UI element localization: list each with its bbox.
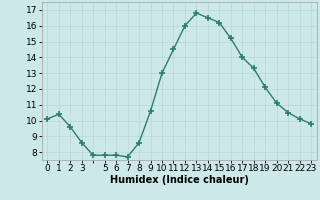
- X-axis label: Humidex (Indice chaleur): Humidex (Indice chaleur): [110, 175, 249, 185]
